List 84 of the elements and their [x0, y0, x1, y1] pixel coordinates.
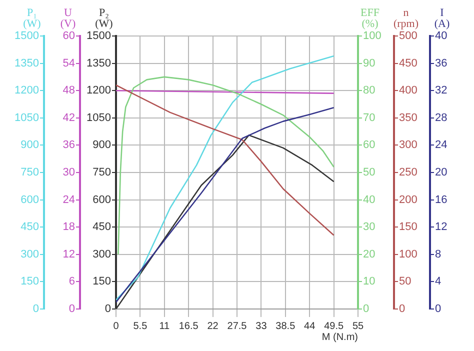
y-tick-label: 900 — [92, 139, 111, 152]
y2-tick-label: 12 — [62, 248, 75, 260]
y2-tick-label: 54 — [62, 57, 75, 70]
y-tick-label: 32 — [435, 84, 448, 97]
y3-tick-label: 50 — [363, 166, 376, 179]
y2-tick-label: 150 — [399, 221, 418, 234]
y2-axis-title: U (V) — [60, 7, 76, 30]
y3-tick-label: 70 — [363, 112, 376, 124]
x-tick-label: 22 — [207, 320, 219, 332]
y-tick-label: 24 — [435, 139, 448, 152]
y3-tick-label: 300 — [20, 248, 39, 260]
y2-tick-label: 60 — [62, 30, 75, 42]
y3-tick-label: 450 — [20, 221, 39, 234]
y-axis-title: P₂ (W) — [95, 7, 114, 30]
y-tick-label: 1200 — [86, 84, 111, 97]
y3-tick-label: 0 — [32, 303, 39, 316]
y-tick-label: 4 — [435, 276, 442, 288]
y-tick-label: 450 — [92, 221, 111, 234]
y2-tick-label: 350 — [399, 112, 418, 124]
x-tick-label: 11 — [159, 320, 170, 332]
y2-tick-label: 250 — [399, 166, 418, 179]
y2-tick-label: 6 — [68, 276, 75, 288]
y3-axis-title: EFF (%) — [360, 7, 380, 30]
y-tick-label: 12 — [435, 221, 448, 234]
x-tick-label: 16.5 — [178, 320, 199, 332]
y2-tick-label: 36 — [62, 139, 75, 152]
x-tick-label: 55 — [352, 320, 364, 332]
y2-tick-label: 48 — [62, 84, 75, 97]
y2-tick-label: 100 — [399, 248, 418, 260]
y3-tick-label: 900 — [20, 139, 39, 152]
y2-tick-label: 500 — [399, 30, 418, 42]
y3-tick-label: 750 — [20, 166, 39, 179]
x-tick-label: 27.5 — [227, 320, 248, 332]
y2-tick-label: 0 — [399, 303, 406, 316]
y2-tick-label: 400 — [399, 84, 418, 97]
y3-tick-label: 20 — [363, 248, 376, 260]
y3-tick-label: 80 — [363, 84, 376, 97]
x-tick-label: 33 — [256, 320, 268, 332]
y3-tick-label: 90 — [363, 57, 376, 70]
x-axis-title: M (N.m) — [322, 332, 358, 343]
x-tick-label: 5.5 — [133, 320, 148, 332]
y3-tick-label: 100 — [363, 30, 382, 42]
y3-tick-label: 1500 — [14, 30, 39, 42]
x-tick-label: 38.5 — [276, 320, 296, 332]
y3-tick-label: 10 — [363, 276, 376, 288]
y-tick-label: 40 — [435, 30, 448, 42]
y2-tick-label: 0 — [68, 303, 75, 316]
y3-axis-title: P₁ (W) — [23, 7, 42, 30]
y3-tick-label: 60 — [363, 139, 376, 152]
y3-tick-label: 1350 — [14, 57, 39, 70]
y-tick-label: 1350 — [86, 57, 111, 70]
y-tick-label: 1500 — [86, 30, 111, 42]
y-tick-label: 20 — [435, 166, 448, 179]
x-tick-label: 0 — [113, 320, 120, 332]
y-tick-label: 16 — [435, 194, 448, 206]
y-tick-label: 0 — [435, 303, 442, 316]
y2-tick-label: 24 — [62, 194, 75, 206]
y3-tick-label: 1050 — [14, 112, 39, 124]
x-tick-label: 44 — [304, 320, 316, 332]
y3-tick-label: 0 — [363, 303, 370, 316]
y2-tick-label: 200 — [399, 194, 418, 206]
y2-tick-label: 50 — [399, 276, 412, 288]
y3-tick-label: 150 — [20, 276, 39, 288]
y-tick-label: 300 — [92, 248, 111, 260]
y2-tick-label: 42 — [62, 112, 75, 124]
y-axis-title: I (A) — [434, 7, 450, 30]
y-tick-label: 8 — [435, 248, 442, 260]
y2-tick-label: 450 — [399, 57, 418, 70]
y-tick-label: 600 — [92, 194, 111, 206]
y-tick-label: 750 — [92, 166, 111, 179]
y2-tick-label: 300 — [399, 139, 418, 152]
y-tick-label: 0 — [104, 303, 111, 316]
y3-tick-label: 600 — [20, 194, 39, 206]
y2-tick-label: 30 — [62, 166, 75, 179]
y3-tick-label: 1200 — [14, 84, 39, 97]
y2-axis-title: n (rpm) — [393, 7, 419, 30]
y3-tick-label: 40 — [363, 194, 376, 206]
y-tick-label: 1050 — [86, 112, 111, 124]
y2-tick-label: 18 — [62, 221, 75, 234]
y-tick-label: 36 — [435, 57, 448, 70]
x-tick-label: 49.5 — [324, 320, 344, 332]
y3-tick-label: 30 — [363, 221, 376, 234]
y-tick-label: 150 — [92, 276, 111, 288]
y-tick-label: 28 — [435, 112, 448, 124]
